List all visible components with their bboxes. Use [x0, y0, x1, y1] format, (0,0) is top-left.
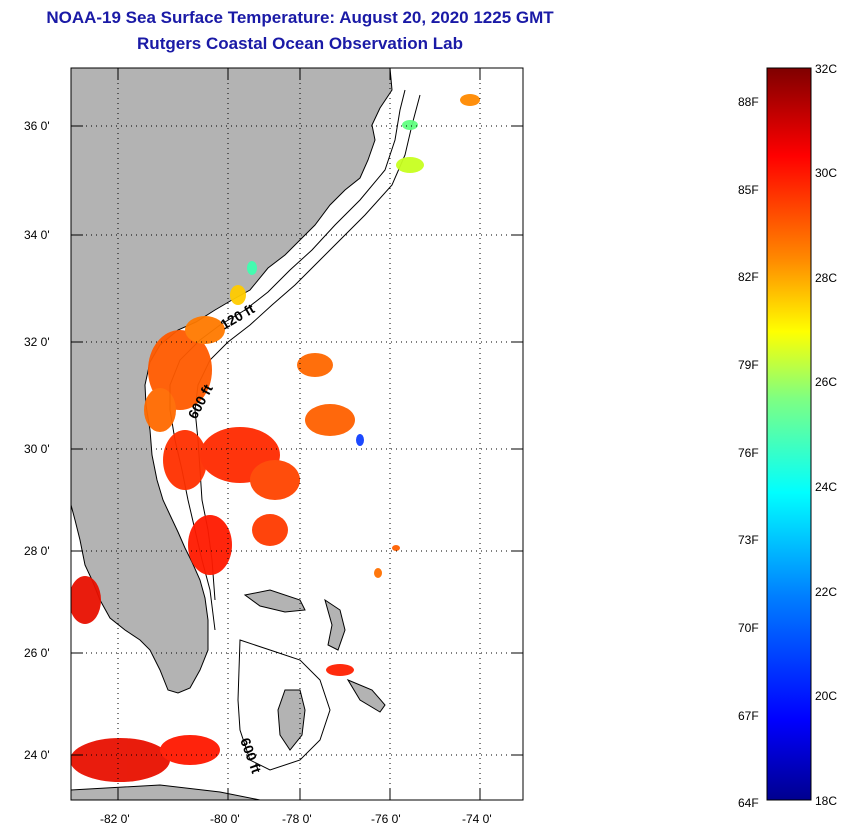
- colorbar-f-67: 67F: [738, 709, 759, 723]
- colorbar-f-85: 85F: [738, 183, 759, 197]
- lat-label-34: 34 0': [24, 228, 50, 242]
- map-subtitle: Rutgers Coastal Ocean Observation Lab: [137, 34, 463, 53]
- contour-600ft: [194, 94, 421, 601]
- lon-label-78: -78 0': [282, 812, 312, 826]
- colorbar: [766, 67, 812, 801]
- colorbar-f-76: 76F: [738, 446, 759, 460]
- lat-label-28: 28 0': [24, 544, 50, 558]
- colorbar-c-18: 18C: [815, 794, 837, 808]
- lon-label-74: -74 0': [462, 812, 492, 826]
- graticule: [71, 68, 523, 800]
- sst-patches: [71, 94, 480, 782]
- colorbar-f-82: 82F: [738, 270, 759, 284]
- land-abaco: [324, 598, 346, 651]
- lat-label-30: 30 0': [24, 442, 50, 456]
- lon-label-82: -82 0': [100, 812, 130, 826]
- land-us-coast: [71, 68, 393, 694]
- colorbar-c-22: 22C: [815, 585, 837, 599]
- land-andros: [277, 689, 306, 751]
- colorbar-f-73: 73F: [738, 533, 759, 547]
- colorbar-c-26: 26C: [815, 375, 837, 389]
- colorbar-c-20: 20C: [815, 689, 837, 703]
- colorbar-f-64: 64F: [738, 796, 759, 810]
- colorbar-c-30: 30C: [815, 166, 837, 180]
- map-title: NOAA-19 Sea Surface Temperature: August …: [46, 8, 554, 27]
- lat-label-24: 24 0': [24, 748, 50, 762]
- axis-ticks: [71, 68, 523, 800]
- colorbar-c-28: 28C: [815, 271, 837, 285]
- colorbar-c-24: 24C: [815, 480, 837, 494]
- lat-label-26: 26 0': [24, 646, 50, 660]
- map-border: [70, 67, 524, 801]
- colorbar-f-70: 70F: [738, 621, 759, 635]
- lon-label-76: -76 0': [371, 812, 401, 826]
- contour-bahamas: [237, 639, 331, 771]
- colorbar-f-79: 79F: [738, 358, 759, 372]
- lat-label-32: 32 0': [24, 335, 50, 349]
- colorbar-c-32: 32C: [815, 62, 837, 76]
- land-eleuthera: [346, 678, 386, 713]
- lon-label-80: -80 0': [210, 812, 240, 826]
- lat-label-36: 36 0': [24, 119, 50, 133]
- colorbar-f-88: 88F: [738, 95, 759, 109]
- land-grand-bahama: [243, 589, 306, 613]
